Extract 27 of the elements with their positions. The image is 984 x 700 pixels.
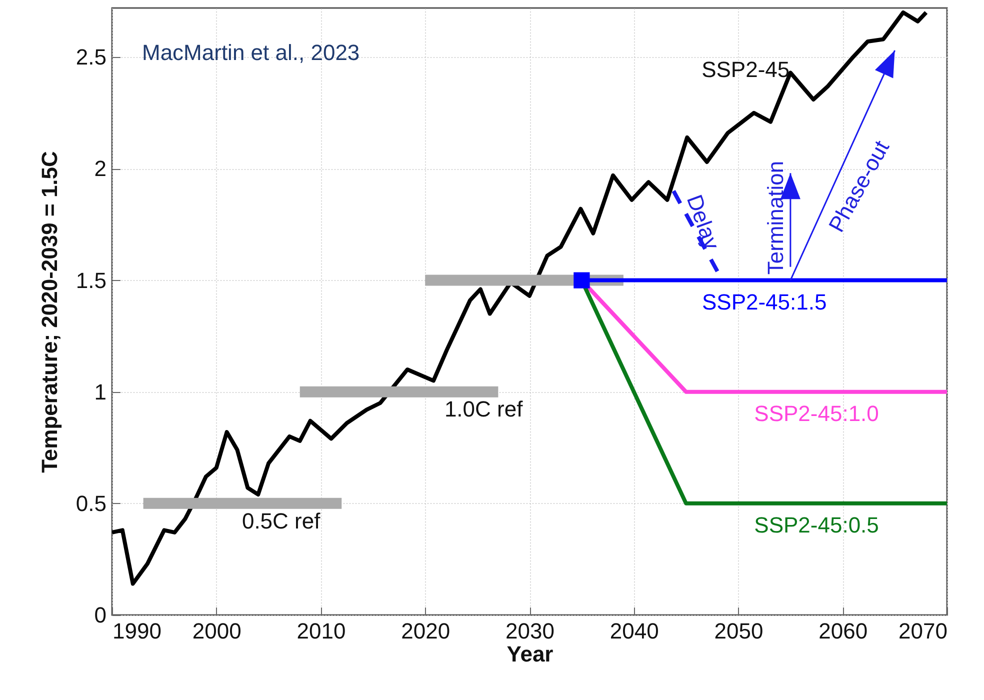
annotation: 1.0C ref [444, 396, 524, 422]
x-tick-label: 2070 [898, 618, 948, 644]
x-tick-label: 2060 [818, 618, 868, 644]
x-tick-label: 2030 [506, 618, 554, 644]
y-tick-label: 0 [94, 602, 106, 628]
x-tick-label: 2040 [610, 618, 659, 644]
x-tick-label: 2050 [714, 618, 764, 644]
y-tick-label: 0.5 [76, 490, 106, 516]
x-tick-label: 2010 [296, 618, 346, 644]
series-label: SSP2-45:1.5 [702, 289, 827, 314]
line-series [112, 10, 928, 586]
y-axis-title: Temperature; 2020-2039 = 1.5C [36, 150, 62, 473]
annotation: Termination [762, 160, 788, 275]
series-label: SSP2-45:0.5 [754, 512, 879, 538]
x-tick-label: 2020 [401, 618, 450, 644]
annotation: 0.5C ref [242, 508, 322, 534]
x-axis-title: Year [506, 642, 554, 666]
x-tick-label: 1990 [112, 618, 162, 644]
y-tick-label: 1 [94, 379, 106, 404]
annotation: MacMartin et al., 2023 [142, 40, 360, 65]
series-label: SSP2-45:1.0 [754, 400, 879, 426]
annotation: Delay [682, 191, 725, 253]
y-tick-label: 2 [94, 156, 106, 182]
series-label: SSP2-45 [702, 56, 790, 82]
x-tick-label: 2000 [192, 618, 242, 644]
y-tick-label: 2.5 [76, 44, 106, 70]
y-tick-label: 1.5 [76, 268, 106, 293]
